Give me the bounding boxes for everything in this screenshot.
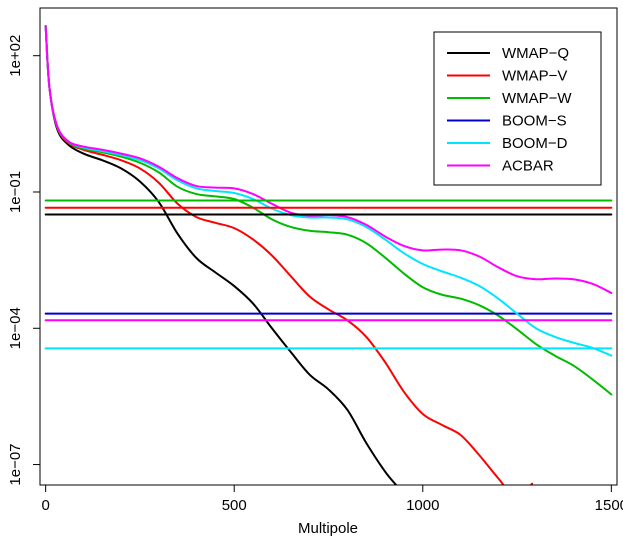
legend-box [433,31,602,186]
x-tick-label: 1500 [595,497,623,514]
series-layer [44,25,613,485]
x-tick-label: 0 [41,497,49,514]
legend-label: WMAP−W [502,90,572,107]
legend-label: WMAP−V [502,68,567,85]
y-tick-label: 1e−07 [7,443,24,485]
series-line-wmap-q [44,25,398,485]
y-axis: 1e+02 1e−01 1e−04 1e−07 [7,35,41,486]
legend-label: WMAP−Q [502,45,569,62]
y-tick-label: 1e−04 [7,307,24,349]
legend-label: BOOM−S [502,113,567,130]
series-line-wmap-v [44,25,534,485]
legend-label: BOOM−D [502,135,568,152]
x-axis-title: Multipole [298,520,358,537]
y-tick-label: 1e−01 [7,171,24,213]
legend: WMAP−Q WMAP−V WMAP−W BOOM−S BOOM−D ACBAR [433,31,602,186]
y-tick-label: 1e+02 [7,35,24,77]
series-line-wmap-w [44,25,613,396]
x-axis: 0 500 1000 1500 [41,484,623,514]
series-line-boom-d [44,25,613,357]
x-tick-label: 500 [222,497,247,514]
x-tick-label: 1000 [406,497,439,514]
series-line-acbar [44,25,613,294]
legend-label: ACBAR [502,158,554,175]
